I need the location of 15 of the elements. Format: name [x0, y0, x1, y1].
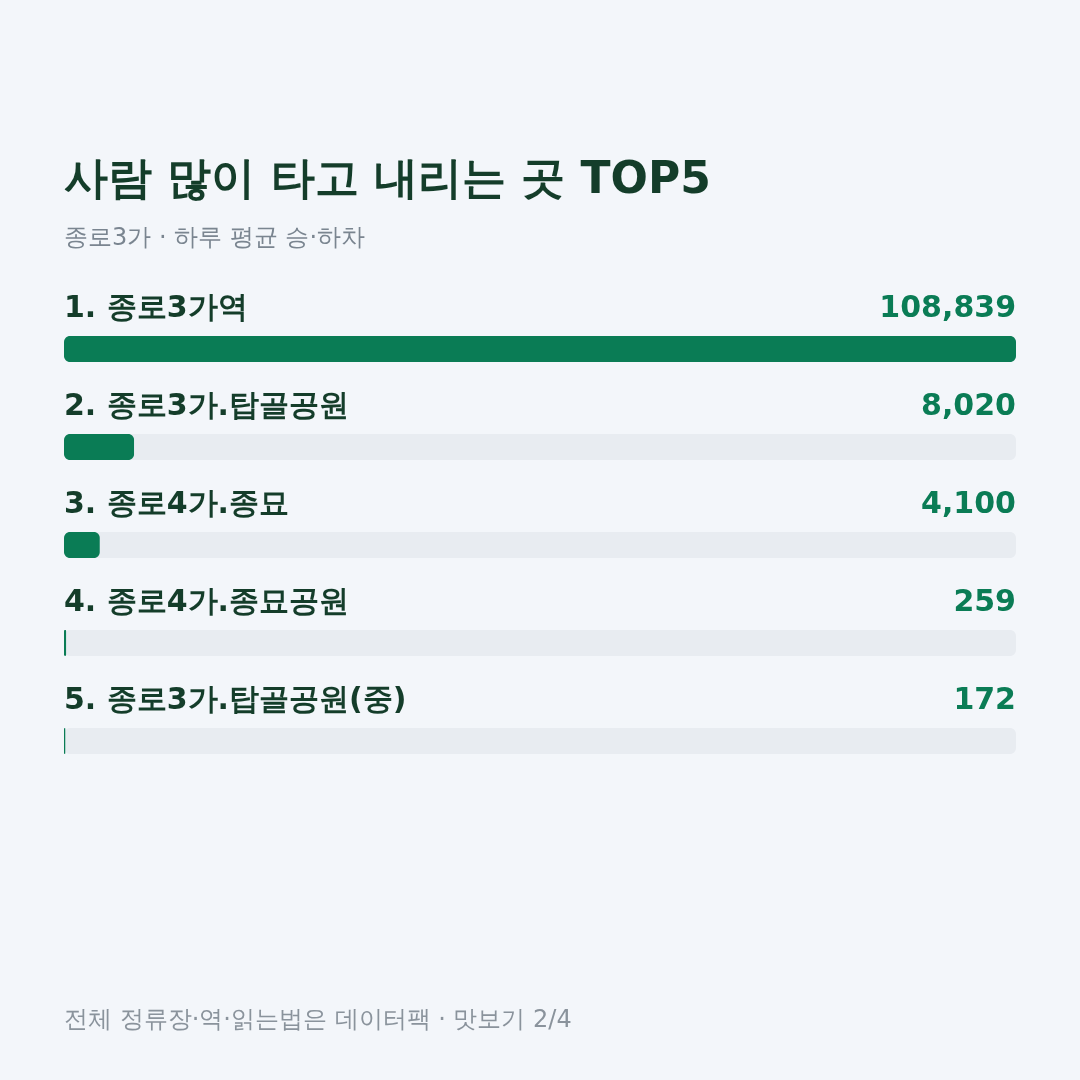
y-tick-label: 1. 종로3가역 — [64, 289, 248, 324]
y-tick-label: 3. 종로4가.종묘 — [64, 485, 289, 520]
bar — [64, 434, 135, 460]
data-label: 4,100 — [921, 485, 1016, 520]
data-label: 259 — [953, 583, 1016, 618]
bar — [64, 532, 100, 558]
y-tick-label: 4. 종로4가.종묘공원 — [64, 583, 349, 618]
data-label: 8,020 — [921, 387, 1016, 422]
text: 전체 정류장·역·읽는법은 데이터팩 · 맛보기 2/4 — [64, 1005, 572, 1033]
data-label: 172 — [953, 681, 1016, 716]
chart-subtitle: 종로3가 · 하루 평균 승·하차 — [64, 223, 366, 251]
chart-title: 사람 많이 타고 내리는 곳 TOP5 — [64, 152, 711, 203]
data-label: 108,839 — [879, 289, 1016, 324]
y-tick-label: 5. 종로3가.탑골공원(중) — [64, 681, 407, 716]
y-tick-label: 2. 종로3가.탑골공원 — [64, 387, 349, 422]
